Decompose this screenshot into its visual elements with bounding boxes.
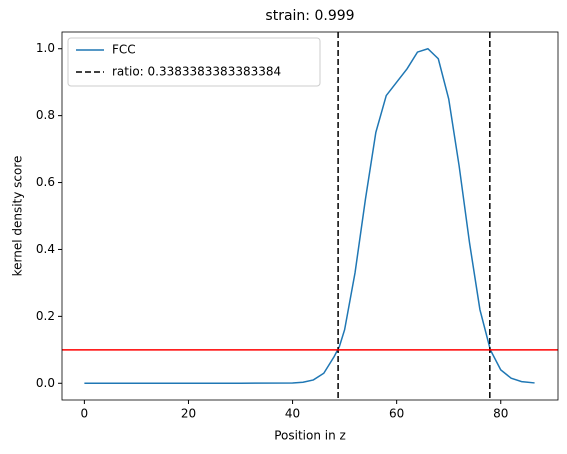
x-tick-label: 60	[389, 407, 404, 421]
x-tick-label: 20	[181, 407, 196, 421]
y-tick-label: 0.4	[36, 242, 55, 256]
y-axis-label: kernel density score	[11, 156, 25, 277]
y-tick-label: 0.2	[36, 309, 55, 323]
chart-title: strain: 0.999	[265, 8, 354, 24]
x-tick-label: 80	[493, 407, 508, 421]
y-tick-label: 0.6	[36, 175, 55, 189]
y-tick-label: 1.0	[36, 41, 55, 55]
series-line	[84, 47, 535, 385]
legend-box	[67, 37, 321, 87]
legend-label: FCC	[112, 43, 136, 57]
plot-frame	[61, 31, 559, 401]
y-tick-label: 0.8	[36, 108, 55, 122]
y-tick-label: 0.0	[36, 376, 55, 390]
x-tick-label: 0	[81, 407, 89, 421]
x-axis-label: Position in z	[274, 429, 346, 443]
x-tick-label: 40	[285, 407, 300, 421]
legend-label: ratio: 0.3383383383383384	[112, 65, 281, 79]
